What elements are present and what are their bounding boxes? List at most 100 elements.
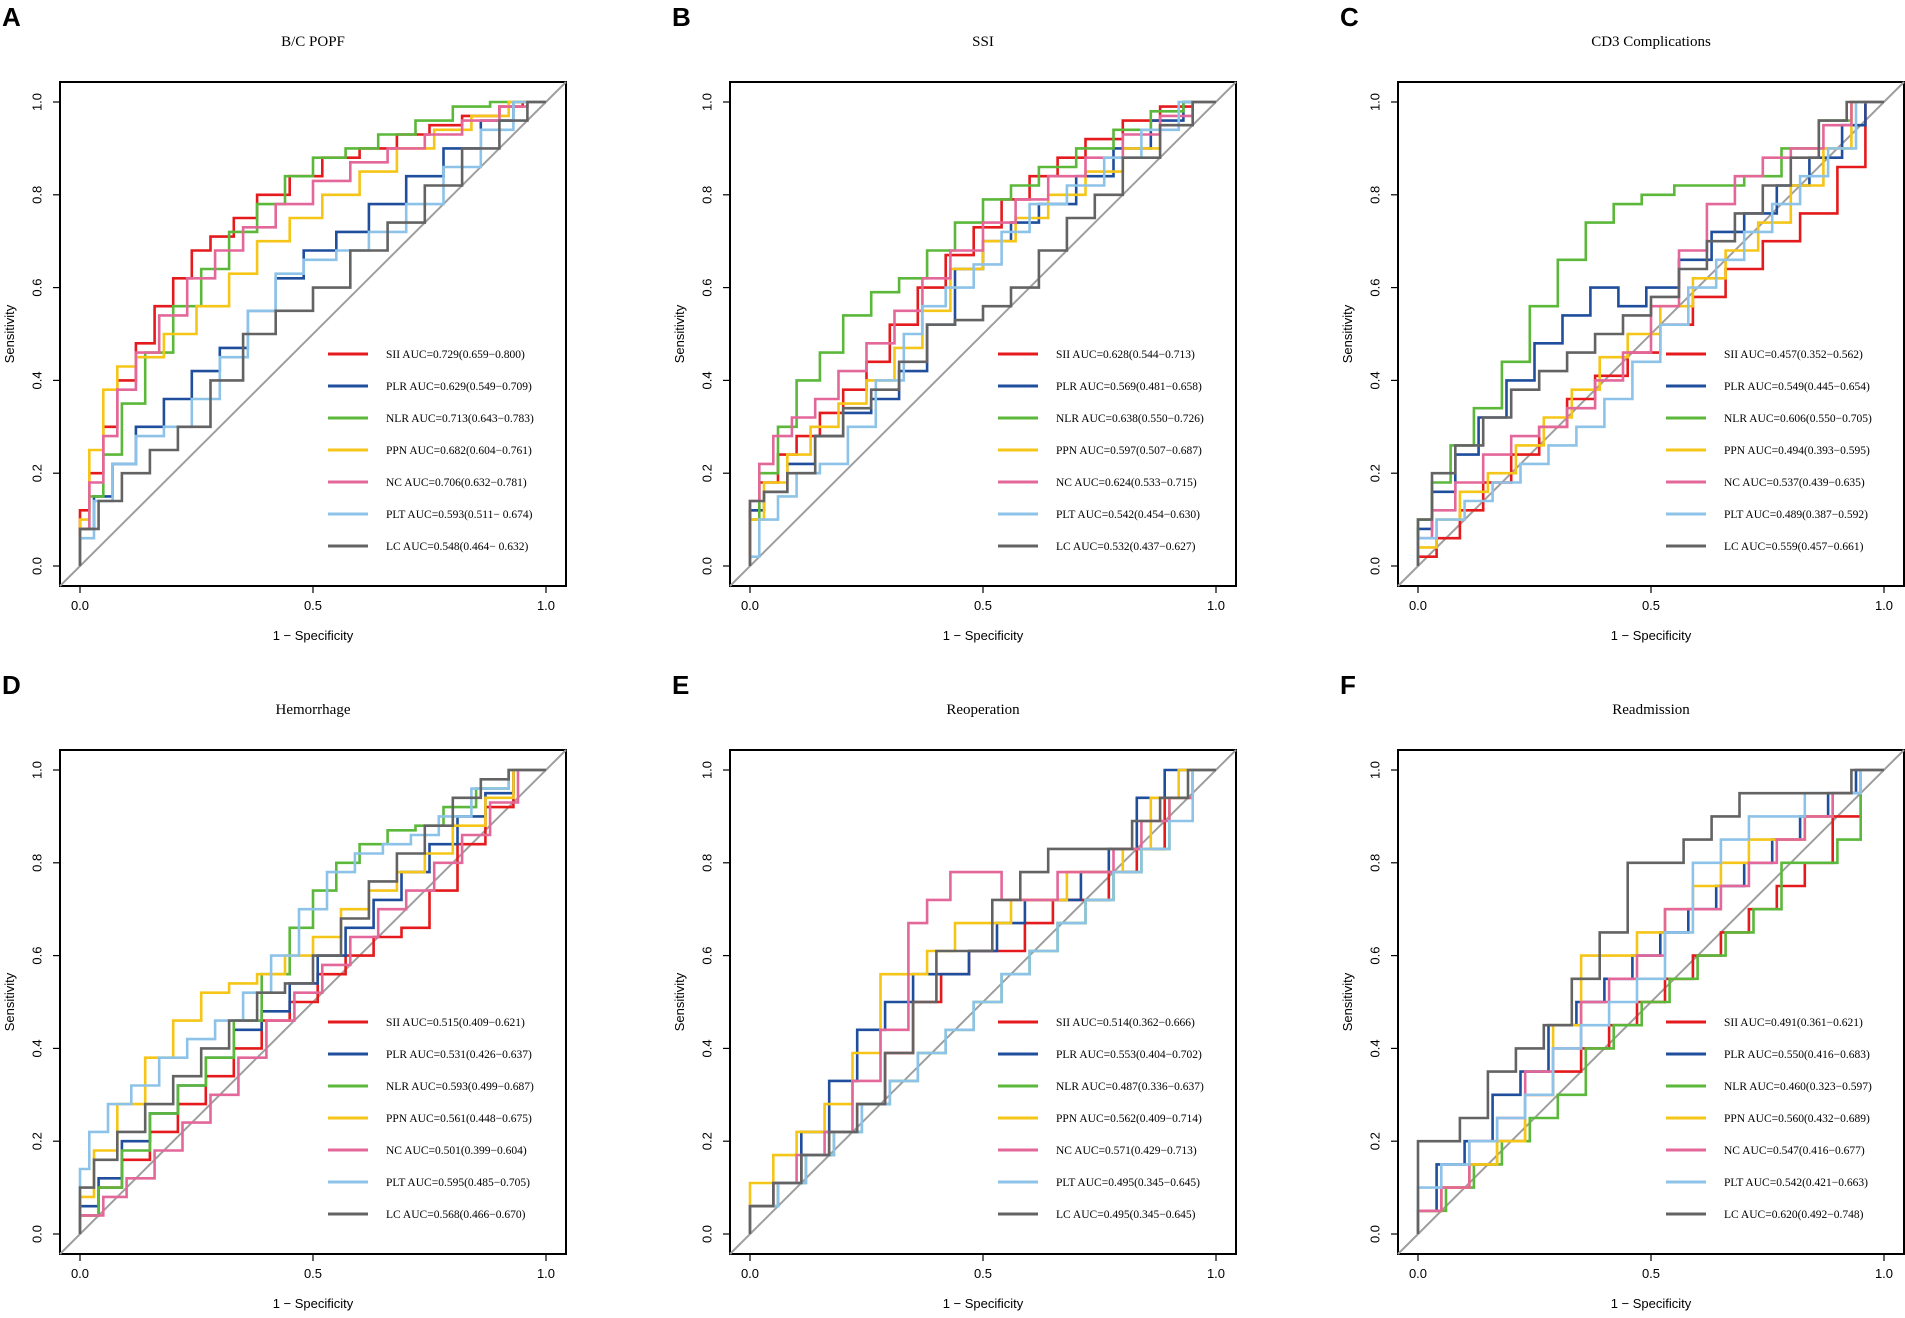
y-tick-label: 0.8 bbox=[29, 854, 44, 872]
panel-title: SSI bbox=[972, 34, 994, 50]
y-axis-label: Sensitivity bbox=[1340, 304, 1355, 363]
y-tick-label: 0.0 bbox=[29, 557, 44, 575]
y-tick-label: 0.2 bbox=[29, 464, 44, 482]
legend-entry: NC AUC=0.537(0.439−0.635) bbox=[1724, 477, 1865, 489]
panel-letter: E bbox=[672, 670, 689, 700]
legend-entry: PPN AUC=0.597(0.507−0.687) bbox=[1056, 445, 1202, 457]
legend-entry: PLR AUC=0.553(0.404−0.702) bbox=[1056, 1049, 1202, 1061]
legend-entry: PLR AUC=0.531(0.426−0.637) bbox=[386, 1049, 532, 1061]
legend-entry: NC AUC=0.706(0.632−0.781) bbox=[386, 477, 527, 489]
legend-entry: SII AUC=0.628(0.544−0.713) bbox=[1056, 349, 1195, 361]
x-axis-label: 1 − Specificity bbox=[273, 628, 354, 643]
legend-entry: SII AUC=0.491(0.361−0.621) bbox=[1724, 1017, 1863, 1029]
roc-curve-lc bbox=[78, 768, 546, 1234]
x-tick-label: 0.0 bbox=[71, 598, 89, 613]
legend-entry: SII AUC=0.729(0.659−0.800) bbox=[386, 349, 525, 361]
legend-entry: LC AUC=0.495(0.345−0.645) bbox=[1056, 1209, 1196, 1221]
roc-curve-sii bbox=[1416, 100, 1884, 566]
y-tick-label: 0.6 bbox=[29, 279, 44, 297]
x-axis-label: 1 − Specificity bbox=[1611, 628, 1692, 643]
y-axis-label: Sensitivity bbox=[672, 972, 687, 1031]
legend-entry: NC AUC=0.571(0.429−0.713) bbox=[1056, 1145, 1197, 1157]
y-tick-label: 0.4 bbox=[1367, 371, 1382, 389]
legend-entry: PLT AUC=0.495(0.345−0.645) bbox=[1056, 1177, 1200, 1189]
legend-entry: PLT AUC=0.593(0.511− 0.674) bbox=[386, 509, 533, 521]
legend-entry: PPN AUC=0.494(0.393−0.595) bbox=[1724, 445, 1870, 457]
y-tick-label: 0.8 bbox=[29, 186, 44, 204]
x-tick-label: 1.0 bbox=[1207, 1266, 1225, 1281]
x-tick-label: 1.0 bbox=[537, 598, 555, 613]
legend: SII AUC=0.457(0.352−0.562) PLR AUC=0.549(… bbox=[1666, 349, 1872, 553]
reference-diagonal bbox=[729, 81, 1237, 587]
y-tick-label: 0.6 bbox=[1367, 279, 1382, 297]
x-axis-label: 1 − Specificity bbox=[943, 628, 1024, 643]
x-tick-label: 0.0 bbox=[741, 598, 759, 613]
x-axis-label: 1 − Specificity bbox=[943, 1296, 1024, 1311]
y-tick-label: 0.2 bbox=[1367, 464, 1382, 482]
legend: SII AUC=0.628(0.544−0.713) PLR AUC=0.569(… bbox=[998, 349, 1204, 553]
roc-curve-ppn bbox=[78, 100, 546, 566]
x-tick-label: 1.0 bbox=[1875, 1266, 1893, 1281]
roc-curve-lc bbox=[748, 100, 1216, 566]
roc-panel-a: A B/C POPF 0.0 0.5 1.0 0.0 0.2 0.4 0.6 0.8 1.0 1 − … bbox=[2, 2, 567, 643]
roc-panel-e: E Reoperation 0.0 0.5 1.0 0.0 0.2 0.4 0.6 0.8 1.0 1… bbox=[672, 670, 1237, 1311]
y-axis-label: Sensitivity bbox=[2, 972, 17, 1031]
y-tick-label: 0.0 bbox=[699, 557, 714, 575]
legend-entry: NLR AUC=0.460(0.323−0.597) bbox=[1724, 1081, 1872, 1093]
y-tick-label: 0.2 bbox=[1367, 1132, 1382, 1150]
panel-letter: F bbox=[1340, 670, 1356, 700]
roc-curve-nlr bbox=[78, 768, 546, 1234]
legend-entry: PPN AUC=0.560(0.432−0.689) bbox=[1724, 1113, 1870, 1125]
y-tick-label: 0.4 bbox=[699, 1039, 714, 1057]
y-tick-label: 0.4 bbox=[29, 371, 44, 389]
panel-letter: D bbox=[2, 670, 21, 700]
x-tick-label: 0.0 bbox=[741, 1266, 759, 1281]
roc-curve-lc bbox=[1416, 100, 1884, 566]
y-tick-label: 0.8 bbox=[699, 854, 714, 872]
x-axis-label: 1 − Specificity bbox=[273, 1296, 354, 1311]
legend-entry: PLR AUC=0.569(0.481−0.658) bbox=[1056, 381, 1202, 393]
y-tick-label: 0.6 bbox=[1367, 947, 1382, 965]
panel-title: Hemorrhage bbox=[276, 702, 351, 718]
y-tick-label: 0.6 bbox=[29, 947, 44, 965]
x-tick-label: 1.0 bbox=[537, 1266, 555, 1281]
y-tick-label: 0.0 bbox=[29, 1225, 44, 1243]
y-tick-label: 1.0 bbox=[29, 761, 44, 779]
legend: SII AUC=0.514(0.362−0.666) PLR AUC=0.553(… bbox=[998, 1017, 1204, 1221]
y-tick-label: 0.4 bbox=[699, 371, 714, 389]
legend-entry: NLR AUC=0.593(0.499−0.687) bbox=[386, 1081, 534, 1093]
y-axis-label: Sensitivity bbox=[1340, 972, 1355, 1031]
legend-entry: PPN AUC=0.561(0.448−0.675) bbox=[386, 1113, 532, 1125]
panel-title: B/C POPF bbox=[281, 34, 345, 50]
y-tick-label: 0.8 bbox=[699, 186, 714, 204]
roc-curve-plt bbox=[1416, 100, 1884, 566]
panel-letter: B bbox=[672, 2, 691, 32]
legend-entry: NC AUC=0.624(0.533−0.715) bbox=[1056, 477, 1197, 489]
legend: SII AUC=0.491(0.361−0.621) PLR AUC=0.550(… bbox=[1666, 1017, 1872, 1221]
y-tick-label: 1.0 bbox=[1367, 761, 1382, 779]
panel-title: Readmission bbox=[1612, 702, 1690, 718]
legend-entry: SII AUC=0.457(0.352−0.562) bbox=[1724, 349, 1863, 361]
x-tick-label: 0.5 bbox=[304, 1266, 322, 1281]
x-tick-label: 0.5 bbox=[974, 598, 992, 613]
legend-entry: SII AUC=0.515(0.409−0.621) bbox=[386, 1017, 525, 1029]
legend-entry: PLT AUC=0.542(0.454−0.630) bbox=[1056, 509, 1200, 521]
legend-entry: NLR AUC=0.487(0.336−0.637) bbox=[1056, 1081, 1204, 1093]
legend-entry: PLR AUC=0.549(0.445−0.654) bbox=[1724, 381, 1870, 393]
legend-entry: PLT AUC=0.542(0.421−0.663) bbox=[1724, 1177, 1868, 1189]
y-tick-label: 0.8 bbox=[1367, 186, 1382, 204]
y-tick-label: 0.4 bbox=[29, 1039, 44, 1057]
legend: SII AUC=0.515(0.409−0.621) PLR AUC=0.531(… bbox=[328, 1017, 534, 1221]
legend-entry: PPN AUC=0.682(0.604−0.761) bbox=[386, 445, 532, 457]
y-axis-label: Sensitivity bbox=[672, 304, 687, 363]
legend-entry: LC AUC=0.548(0.464− 0.632) bbox=[386, 541, 529, 553]
panel-title: CD3 Complications bbox=[1591, 34, 1711, 50]
legend-entry: NC AUC=0.501(0.399−0.604) bbox=[386, 1145, 527, 1157]
x-tick-label: 0.5 bbox=[1642, 1266, 1660, 1281]
x-tick-label: 0.0 bbox=[1409, 1266, 1427, 1281]
y-tick-label: 0.0 bbox=[699, 1225, 714, 1243]
legend-entry: LC AUC=0.620(0.492−0.748) bbox=[1724, 1209, 1864, 1221]
legend-entry: PLR AUC=0.550(0.416−0.683) bbox=[1724, 1049, 1870, 1061]
roc-panel-b: B SSI 0.0 0.5 1.0 0.0 0.2 0.4 0.6 0.8 1.0 1 − Speci… bbox=[672, 2, 1237, 643]
roc-curve-plt bbox=[78, 768, 546, 1234]
